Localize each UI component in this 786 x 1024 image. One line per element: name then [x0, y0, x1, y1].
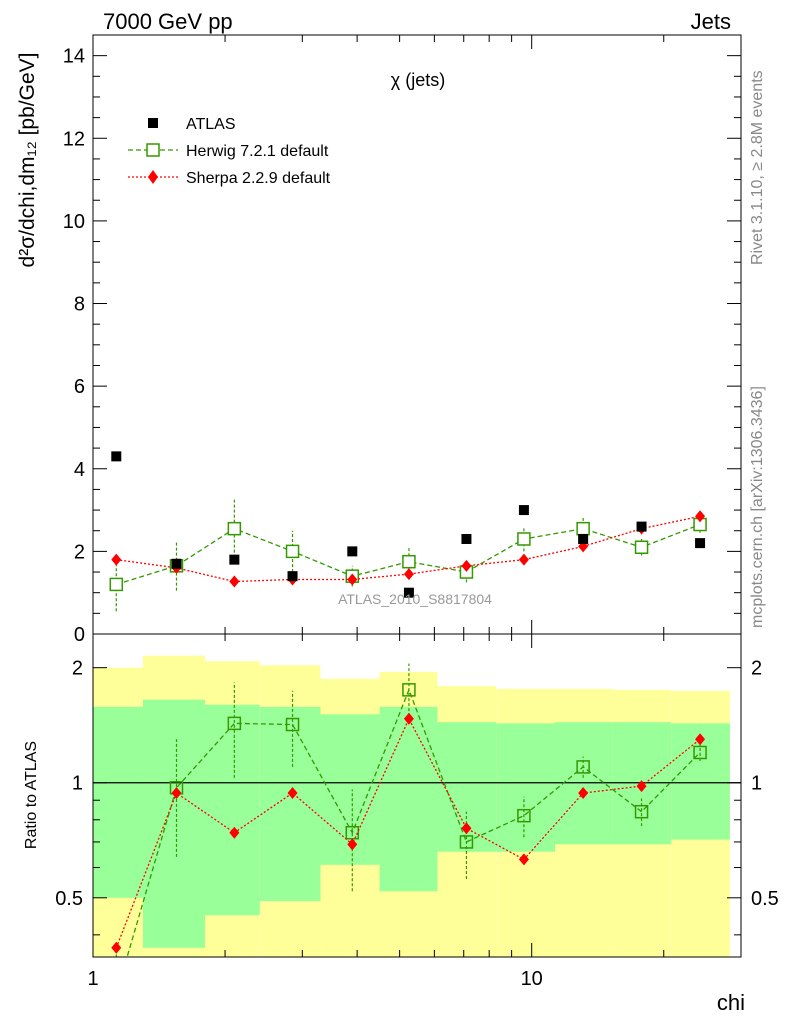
sherpa-point	[111, 553, 122, 566]
atlas-point	[347, 546, 358, 557]
legend-herwig-marker	[146, 143, 160, 157]
legend-atlas-marker	[148, 118, 158, 128]
ratio-herwig-point	[402, 683, 416, 697]
ratio-y-tick-label-left: 2	[72, 658, 83, 680]
ratio-sherpa-point	[695, 733, 706, 746]
uncertainty-band-inner	[142, 699, 205, 948]
uncertainty-band-inner	[93, 706, 143, 898]
sherpa-point	[229, 575, 240, 588]
ratio-frame	[92, 633, 742, 958]
atlas-point	[111, 451, 122, 462]
herwig-point	[517, 532, 531, 546]
herwig-point	[634, 540, 649, 554]
main-frame	[92, 34, 742, 635]
x-axis-title: chi	[717, 990, 745, 1015]
ratio-sherpa-point	[578, 787, 589, 800]
sherpa-series-line	[116, 515, 701, 583]
sherpa-point	[403, 568, 414, 581]
main-y-tick-label: 14	[63, 46, 85, 68]
uncertainty-band-inner	[204, 704, 260, 916]
chart-title: χ (jets)	[391, 70, 445, 90]
ratio-y-tick-label-right: 0.5	[751, 888, 779, 910]
atlas-point	[461, 533, 472, 544]
main-y-tick-label: 12	[63, 128, 85, 150]
legend: ATLAS Herwig 7.2.1 default Sherpa 2.2.9 …	[128, 116, 331, 187]
herwig-point	[576, 521, 590, 536]
herwig-series-line	[116, 523, 701, 586]
main-y-axis-title: d²σ/dchi,dm₁₂ [pb/GeV]	[16, 53, 39, 268]
atlas-point	[287, 571, 298, 582]
header-left-title: 7000 GeV pp	[103, 9, 233, 34]
legend-sherpa-label: Sherpa 2.2.9 default	[186, 170, 331, 187]
ratio-sherpa-point	[171, 787, 182, 800]
ratio-sherpa-point	[461, 822, 472, 835]
herwig-point	[109, 577, 124, 592]
ratio-y-tick-label-left: 0.5	[55, 888, 83, 910]
atlas-point	[578, 533, 589, 544]
sherpa-point	[347, 573, 358, 586]
ratio-sherpa-point	[111, 941, 122, 954]
herwig-point	[402, 554, 416, 569]
ratio-herwig-point	[227, 716, 242, 731]
ratio-y-tick-label-right: 2	[751, 658, 762, 680]
ratio-sherpa-point	[287, 787, 298, 800]
header-right-title: Jets	[691, 9, 731, 34]
atlas-point	[171, 558, 182, 569]
atlas-point	[403, 587, 414, 598]
ratio-herwig-point	[459, 835, 474, 849]
ratio-sherpa-point	[229, 826, 240, 839]
uncertainty-band-inner	[259, 706, 321, 902]
main-y-tick-label: 8	[74, 294, 85, 316]
ratio-sherpa-point	[347, 838, 358, 851]
ratio-y-axis-title: Ratio to ATLAS	[23, 741, 40, 849]
sherpa-point	[461, 559, 472, 572]
legend-herwig-label: Herwig 7.2.1 default	[186, 143, 329, 160]
atlas-point	[695, 538, 706, 549]
x-tick-label: 1	[87, 968, 98, 990]
sherpa-point	[695, 510, 706, 523]
analysis-watermark: ATLAS_2010_S8817804	[338, 591, 492, 607]
x-tick-label: 10	[521, 968, 543, 990]
herwig-point	[285, 544, 300, 559]
ratio-y-tick-label-left: 1	[72, 773, 83, 795]
atlas-point	[518, 505, 529, 516]
main-y-tick-label: 10	[63, 211, 85, 233]
ratio-sherpa-point	[636, 780, 647, 793]
legend-sherpa-marker	[148, 170, 158, 184]
ratio-herwig-point	[693, 745, 707, 760]
rivet-version-label: Rivet 3.1.10, ≥ 2.8M events	[749, 70, 766, 265]
uncertainty-band-inner	[496, 723, 555, 852]
ratio-sherpa-point	[403, 712, 414, 725]
main-y-tick-label: 6	[74, 376, 85, 398]
legend-atlas-label: ATLAS	[186, 116, 236, 133]
main-panel: 0 2 4 6 8 10 12 14	[63, 34, 742, 646]
atlas-point	[229, 554, 240, 565]
sherpa-point	[518, 553, 529, 566]
uncertainty-band-inner	[379, 706, 438, 892]
ratio-series-group	[110, 663, 707, 1000]
ratio-panel: 0.5 0.5 1 1 2 2 1 10	[55, 633, 779, 1000]
ratio-herwig-point	[576, 760, 590, 774]
ratio-sherpa-point	[518, 853, 529, 866]
main-y-tick-label: 4	[74, 459, 85, 481]
atlas-point	[636, 521, 647, 532]
herwig-point	[227, 521, 242, 536]
ratio-herwig-point	[285, 717, 300, 732]
mcplots-label: mcplots.cern.ch [arXiv:1306.3436]	[749, 386, 766, 628]
main-y-tick-label: 0	[74, 624, 85, 646]
ratio-herwig-point	[110, 988, 122, 1000]
ratio-herwig-point	[517, 808, 531, 823]
ratio-sherpa-line	[115, 717, 701, 949]
ratio-y-tick-label-right: 1	[751, 773, 762, 795]
main-y-tick-label: 2	[74, 541, 85, 563]
ratio-herwig-point	[634, 804, 649, 819]
